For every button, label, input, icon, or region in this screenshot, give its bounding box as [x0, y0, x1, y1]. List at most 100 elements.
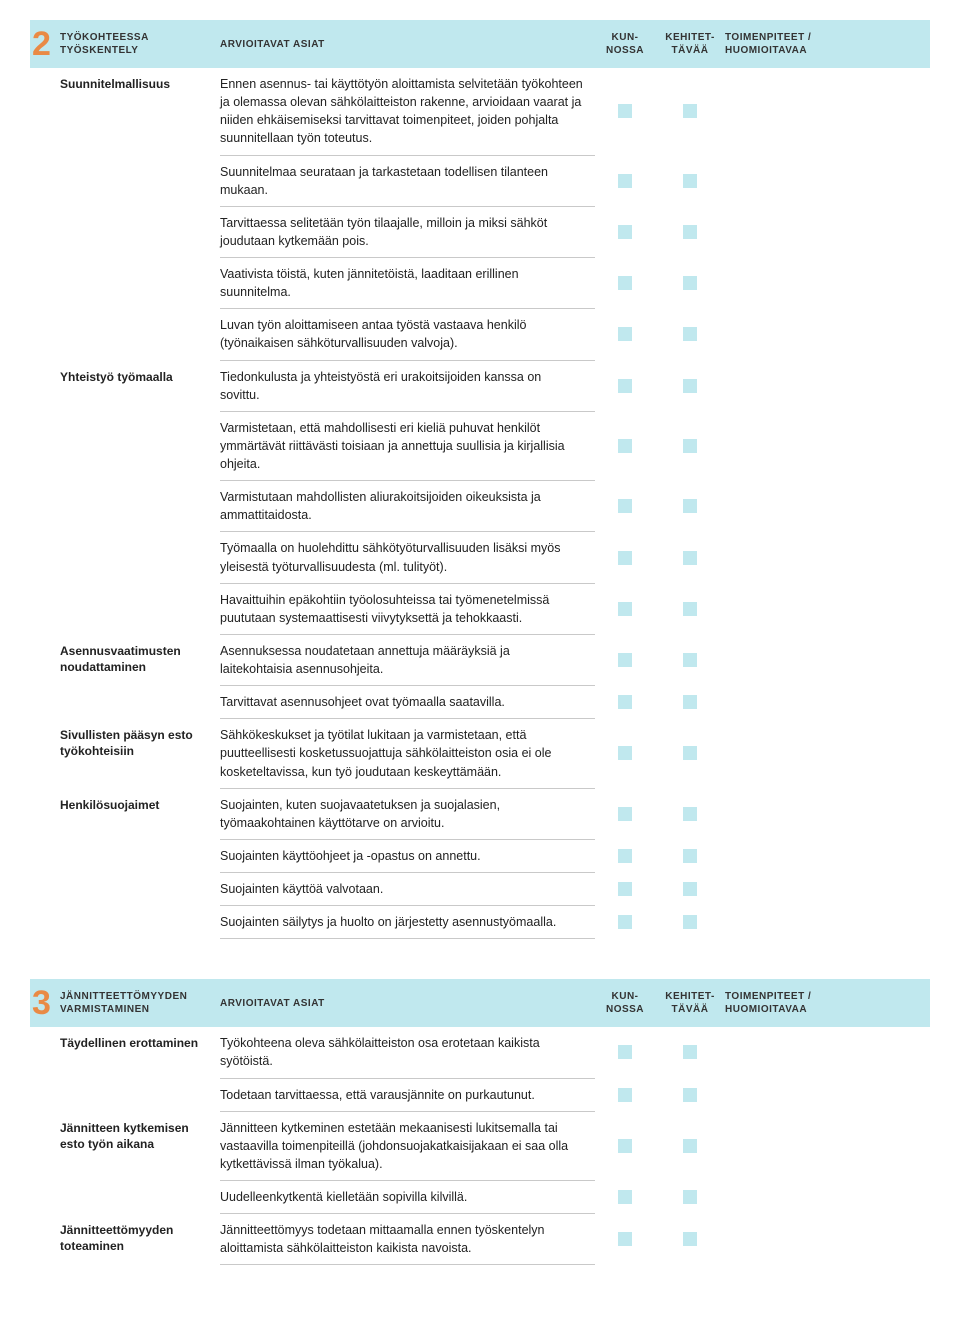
notes-cell[interactable] — [725, 1027, 855, 1078]
checkbox-cell-kehitettavaa — [655, 686, 725, 719]
checkbox-cell-kehitettavaa — [655, 719, 725, 788]
checkbox-kehitettavaa[interactable] — [683, 1190, 697, 1204]
category-label — [60, 840, 220, 873]
checkbox-cell-kehitettavaa — [655, 1214, 725, 1265]
checkbox-cell-kehitettavaa — [655, 361, 725, 412]
notes-cell[interactable] — [725, 906, 855, 939]
notes-cell[interactable] — [725, 686, 855, 719]
checkbox-kehitettavaa[interactable] — [683, 1088, 697, 1102]
notes-cell[interactable] — [725, 412, 855, 481]
checkbox-cell-kunnossa — [595, 789, 655, 840]
checkbox-cell-kunnossa — [595, 1181, 655, 1214]
checkbox-kehitettavaa[interactable] — [683, 915, 697, 929]
checkbox-kehitettavaa[interactable] — [683, 849, 697, 863]
checkbox-kunnossa[interactable] — [618, 439, 632, 453]
checkbox-kehitettavaa[interactable] — [683, 1139, 697, 1153]
spacer — [30, 1214, 60, 1265]
assessment-item: Suojainten, kuten suojavaatetuksen ja su… — [220, 789, 595, 840]
checkbox-kunnossa[interactable] — [618, 915, 632, 929]
checkbox-kehitettavaa[interactable] — [683, 807, 697, 821]
notes-cell[interactable] — [725, 1181, 855, 1214]
checkbox-kunnossa[interactable] — [618, 499, 632, 513]
checkbox-kehitettavaa[interactable] — [683, 746, 697, 760]
checkbox-cell-kunnossa — [595, 906, 655, 939]
checkbox-kehitettavaa[interactable] — [683, 1232, 697, 1246]
checkbox-kunnossa[interactable] — [618, 807, 632, 821]
checkbox-kehitettavaa[interactable] — [683, 551, 697, 565]
checkbox-kunnossa[interactable] — [618, 653, 632, 667]
checkbox-cell-kunnossa — [595, 207, 655, 258]
checkbox-kehitettavaa[interactable] — [683, 695, 697, 709]
notes-cell[interactable] — [725, 1112, 855, 1181]
checkbox-kunnossa[interactable] — [618, 746, 632, 760]
checkbox-kehitettavaa[interactable] — [683, 882, 697, 896]
spacer — [30, 906, 60, 939]
notes-cell[interactable] — [725, 873, 855, 906]
checkbox-cell-kehitettavaa — [655, 481, 725, 532]
notes-cell[interactable] — [725, 309, 855, 360]
spacer — [30, 532, 60, 583]
checkbox-kehitettavaa[interactable] — [683, 276, 697, 290]
checkbox-kehitettavaa[interactable] — [683, 439, 697, 453]
assessment-item: Suojainten säilytys ja huolto on järjest… — [220, 906, 595, 939]
checkbox-kunnossa[interactable] — [618, 551, 632, 565]
spacer — [30, 412, 60, 481]
checkbox-kehitettavaa[interactable] — [683, 174, 697, 188]
notes-cell[interactable] — [725, 481, 855, 532]
notes-cell[interactable] — [725, 584, 855, 635]
checkbox-kehitettavaa[interactable] — [683, 104, 697, 118]
checkbox-cell-kehitettavaa — [655, 1079, 725, 1112]
checkbox-kehitettavaa[interactable] — [683, 499, 697, 513]
checkbox-kunnossa[interactable] — [618, 849, 632, 863]
notes-cell[interactable] — [725, 532, 855, 583]
checkbox-kunnossa[interactable] — [618, 174, 632, 188]
notes-cell[interactable] — [725, 840, 855, 873]
checkbox-kehitettavaa[interactable] — [683, 653, 697, 667]
notes-cell[interactable] — [725, 1079, 855, 1112]
notes-cell[interactable] — [725, 258, 855, 309]
checkbox-kunnossa[interactable] — [618, 379, 632, 393]
assessment-item: Luvan työn aloittamiseen antaa työstä va… — [220, 309, 595, 360]
notes-cell[interactable] — [725, 635, 855, 686]
assessment-item: Tarvittaessa selitetään työn tilaajalle,… — [220, 207, 595, 258]
spacer — [30, 68, 60, 156]
checkbox-kehitettavaa[interactable] — [683, 379, 697, 393]
checkbox-kunnossa[interactable] — [618, 1232, 632, 1246]
notes-cell[interactable] — [725, 156, 855, 207]
checkbox-kunnossa[interactable] — [618, 602, 632, 616]
checkbox-cell-kunnossa — [595, 68, 655, 156]
spacer — [30, 1112, 60, 1181]
checkbox-cell-kehitettavaa — [655, 635, 725, 686]
checkbox-kunnossa[interactable] — [618, 882, 632, 896]
checkbox-kunnossa[interactable] — [618, 1139, 632, 1153]
notes-cell[interactable] — [725, 361, 855, 412]
assessment-item: Vaativista töistä, kuten jännitetöistä, … — [220, 258, 595, 309]
notes-cell[interactable] — [725, 207, 855, 258]
notes-cell[interactable] — [725, 789, 855, 840]
checkbox-kunnossa[interactable] — [618, 104, 632, 118]
column-header-kehitettavaa: KEHITET- TÄVÄÄ — [655, 31, 725, 57]
checkbox-kunnossa[interactable] — [618, 225, 632, 239]
checkbox-kunnossa[interactable] — [618, 1190, 632, 1204]
spacer — [30, 156, 60, 207]
checkbox-kunnossa[interactable] — [618, 1045, 632, 1059]
spacer — [30, 1027, 60, 1078]
checkbox-kehitettavaa[interactable] — [683, 327, 697, 341]
notes-cell[interactable] — [725, 719, 855, 788]
notes-cell[interactable] — [725, 68, 855, 156]
checkbox-kehitettavaa[interactable] — [683, 1045, 697, 1059]
checkbox-kehitettavaa[interactable] — [683, 602, 697, 616]
checkbox-kehitettavaa[interactable] — [683, 225, 697, 239]
category-label: Asennusvaatimusten noudattaminen — [60, 635, 220, 686]
checkbox-cell-kunnossa — [595, 1027, 655, 1078]
category-label — [60, 412, 220, 481]
checkbox-kunnossa[interactable] — [618, 695, 632, 709]
category-label — [60, 207, 220, 258]
checkbox-kunnossa[interactable] — [618, 1088, 632, 1102]
spacer — [30, 686, 60, 719]
notes-cell[interactable] — [725, 1214, 855, 1265]
checkbox-kunnossa[interactable] — [618, 327, 632, 341]
spacer — [30, 481, 60, 532]
checkbox-kunnossa[interactable] — [618, 276, 632, 290]
checkbox-cell-kehitettavaa — [655, 412, 725, 481]
